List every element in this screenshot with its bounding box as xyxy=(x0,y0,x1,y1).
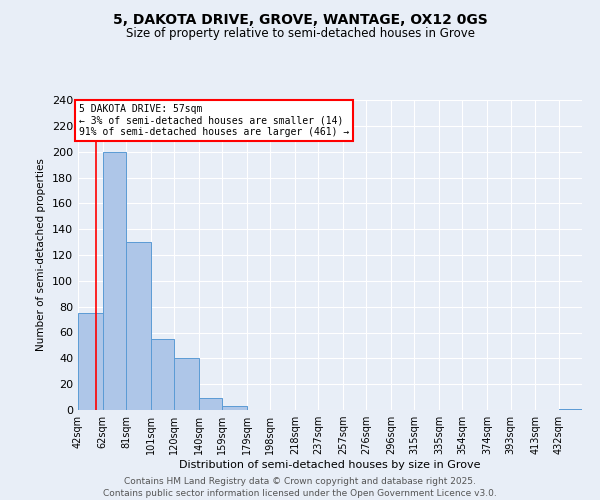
Text: Size of property relative to semi-detached houses in Grove: Size of property relative to semi-detach… xyxy=(125,28,475,40)
Bar xyxy=(151,339,174,410)
Y-axis label: Number of semi-detached properties: Number of semi-detached properties xyxy=(37,158,46,352)
Bar xyxy=(559,408,582,410)
Bar xyxy=(174,358,199,410)
Bar xyxy=(103,152,126,410)
X-axis label: Distribution of semi-detached houses by size in Grove: Distribution of semi-detached houses by … xyxy=(179,460,481,470)
Text: Contains HM Land Registry data © Crown copyright and database right 2025.: Contains HM Land Registry data © Crown c… xyxy=(124,478,476,486)
Text: 5, DAKOTA DRIVE, GROVE, WANTAGE, OX12 0GS: 5, DAKOTA DRIVE, GROVE, WANTAGE, OX12 0G… xyxy=(113,12,487,26)
Bar xyxy=(199,398,222,410)
Text: 5 DAKOTA DRIVE: 57sqm
← 3% of semi-detached houses are smaller (14)
91% of semi-: 5 DAKOTA DRIVE: 57sqm ← 3% of semi-detac… xyxy=(79,104,349,137)
Bar xyxy=(78,313,103,410)
Bar xyxy=(222,406,247,410)
Text: Contains public sector information licensed under the Open Government Licence v3: Contains public sector information licen… xyxy=(103,489,497,498)
Bar xyxy=(126,242,151,410)
